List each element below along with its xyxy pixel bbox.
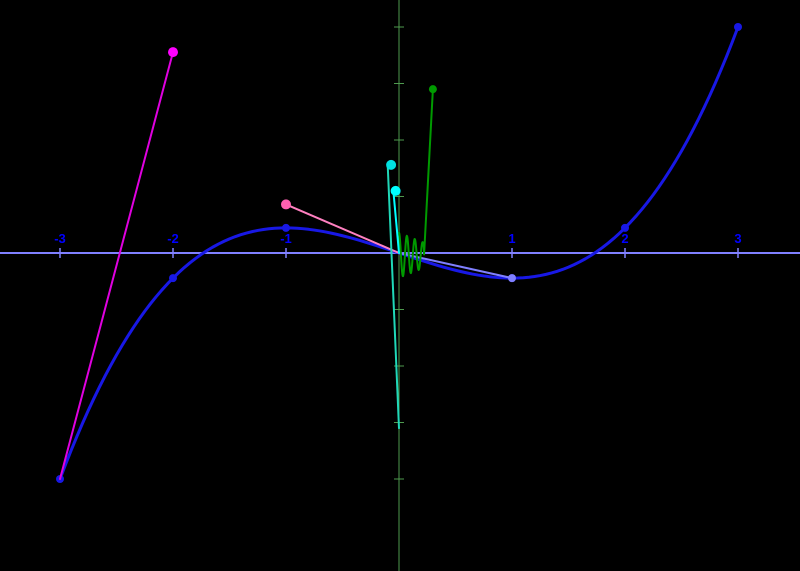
x-tick-label: -1 — [280, 231, 292, 246]
chart-canvas: -3 -2 -1 1 2 3 — [0, 0, 800, 571]
marker-blue-curve — [169, 274, 177, 282]
marker-cyan-short — [391, 186, 401, 196]
x-tick-label: -2 — [167, 231, 179, 246]
x-tick-label: 3 — [734, 231, 741, 246]
marker-blue-curve — [621, 224, 629, 232]
marker-magenta-line — [168, 47, 178, 57]
marker-blue-curve — [282, 224, 290, 232]
marker-green-wave — [429, 85, 437, 93]
x-tick-label: -3 — [54, 231, 66, 246]
chart-background — [0, 0, 800, 571]
marker-pink-line — [281, 199, 291, 209]
x-tick-label: 1 — [508, 231, 515, 246]
x-tick-label: 2 — [621, 231, 628, 246]
marker-blue-curve — [734, 23, 742, 31]
marker-lightblue-secant — [508, 274, 516, 282]
marker-cyan-long — [386, 160, 396, 170]
